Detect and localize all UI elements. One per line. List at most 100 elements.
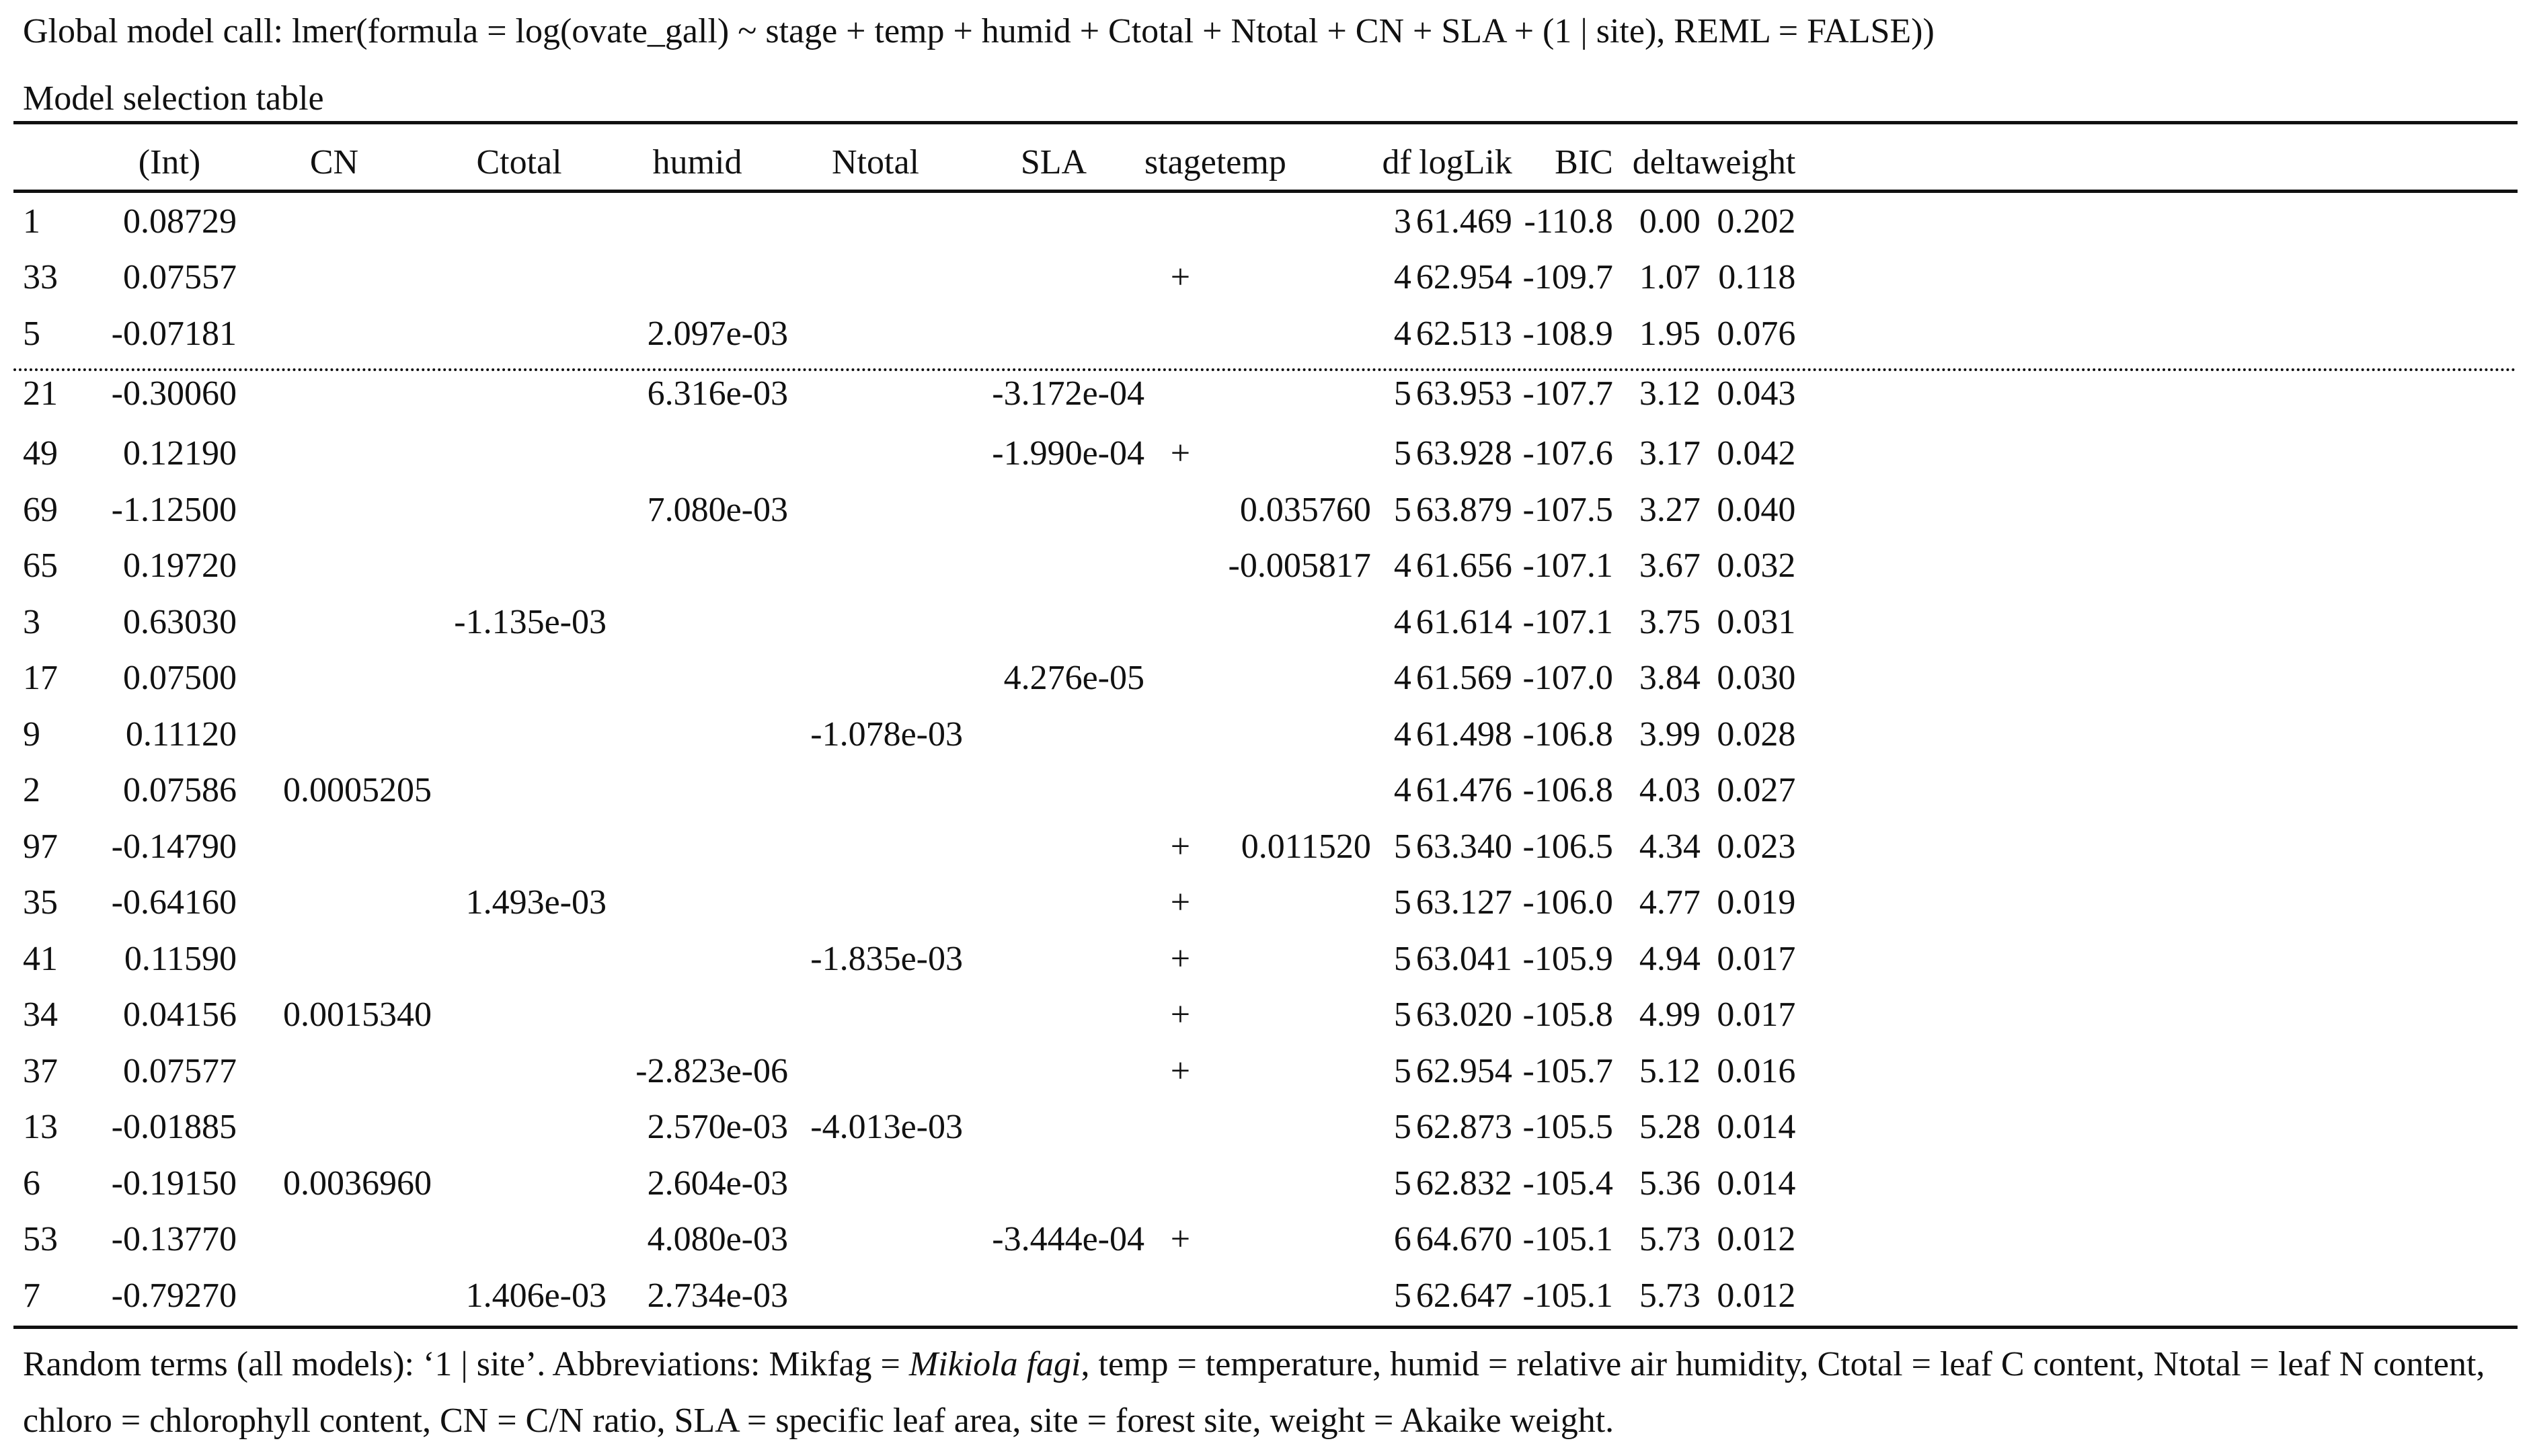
cell-weight: 0.076 xyxy=(1717,314,1796,353)
cell-bic: -106.8 xyxy=(1522,771,1613,810)
cell-stage xyxy=(1144,1156,1216,1212)
cell-bic: -105.4 xyxy=(1522,1164,1613,1203)
cell-delta: 4.99 xyxy=(1639,996,1701,1035)
cell-stage xyxy=(1144,763,1216,819)
cell-bic: -105.9 xyxy=(1522,939,1613,978)
header-ntotal: Ntotal xyxy=(832,143,919,181)
cell-delta: 3.84 xyxy=(1639,659,1701,698)
cell-sla xyxy=(963,1043,1144,1100)
cell-sla xyxy=(963,706,1144,763)
table-header-row: (Int) CN Ctotal humid Ntotal SLA stage t… xyxy=(13,132,1796,194)
cell-stage: + xyxy=(1170,883,1191,922)
cell-humid xyxy=(607,538,788,595)
cell-cn xyxy=(237,819,432,875)
table-row: 17 0.07500 4.276e-05 4 61.569 -107.0 3.84 0.030 xyxy=(13,651,1795,707)
cell-int: 0.19720 xyxy=(123,547,237,585)
cell-ctotal xyxy=(432,1100,607,1156)
cell-id: 65 xyxy=(23,547,58,585)
cell-int: 0.63030 xyxy=(123,602,237,641)
cell-sla xyxy=(963,306,1144,362)
cell-sla xyxy=(963,819,1144,875)
cell-humid: 2.734e-03 xyxy=(647,1276,788,1315)
cell-weight: 0.019 xyxy=(1717,883,1796,922)
cell-bic: -107.7 xyxy=(1522,374,1613,413)
cell-humid: 2.097e-03 xyxy=(647,314,788,353)
cell-df: 5 xyxy=(1393,374,1411,413)
cell-sla xyxy=(963,194,1144,250)
header-cn: CN xyxy=(309,143,359,181)
cell-bic: -105.1 xyxy=(1522,1276,1613,1315)
cell-ntotal xyxy=(788,594,963,651)
cell-int: -0.01885 xyxy=(111,1108,237,1147)
cell-df: 4 xyxy=(1393,258,1411,297)
cell-loglik: 62.832 xyxy=(1415,1164,1512,1203)
cell-ntotal xyxy=(788,250,963,307)
cell-temp xyxy=(1216,362,1371,426)
cell-bic: -106.5 xyxy=(1522,827,1613,866)
cell-ntotal xyxy=(788,1268,963,1324)
cell-ntotal xyxy=(788,875,963,932)
cell-cn xyxy=(237,1212,432,1268)
cell-weight: 0.031 xyxy=(1717,602,1796,641)
cell-stage: + xyxy=(1170,434,1191,473)
table-row: 3 0.63030 -1.135e-03 4 61.614 -107.1 3.75 0.031 xyxy=(13,594,1795,651)
cell-temp xyxy=(1216,1212,1371,1268)
cell-sla: -1.990e-04 xyxy=(992,434,1144,473)
cell-humid: 2.604e-03 xyxy=(647,1164,788,1203)
cell-int: 0.12190 xyxy=(123,434,237,473)
cell-delta: 5.73 xyxy=(1639,1276,1701,1315)
cell-cn xyxy=(237,194,432,250)
cell-ntotal xyxy=(788,987,963,1044)
cell-int: 0.11590 xyxy=(124,939,237,978)
cell-df: 4 xyxy=(1393,771,1411,810)
cell-humid: 2.570e-03 xyxy=(647,1108,788,1147)
cell-cn xyxy=(237,1268,432,1324)
cell-cn xyxy=(237,594,432,651)
cell-int: 0.07500 xyxy=(123,659,237,698)
cell-humid xyxy=(607,651,788,707)
cell-id: 9 xyxy=(23,715,40,754)
cell-cn: 0.0015340 xyxy=(283,996,432,1035)
table-row: 13 -0.01885 2.570e-03 -4.013e-03 5 62.873 -105… xyxy=(13,1100,1795,1156)
header-int: (Int) xyxy=(138,143,201,181)
cell-bic: -109.7 xyxy=(1522,258,1613,297)
cell-delta: 3.99 xyxy=(1639,715,1701,754)
cell-int: -0.64160 xyxy=(111,883,237,922)
cell-humid xyxy=(607,706,788,763)
cell-loglik: 62.647 xyxy=(1415,1276,1512,1315)
cell-loglik: 63.020 xyxy=(1415,996,1512,1035)
cell-loglik: 61.614 xyxy=(1415,602,1512,641)
cell-delta: 4.34 xyxy=(1639,827,1701,866)
cell-cn xyxy=(237,875,432,932)
cell-bic: -105.7 xyxy=(1522,1051,1613,1090)
cell-ntotal xyxy=(788,194,963,250)
cell-id: 97 xyxy=(23,827,58,866)
header-stage: stage xyxy=(1144,143,1216,181)
cell-stage xyxy=(1144,482,1216,538)
cell-stage xyxy=(1144,362,1216,426)
cell-delta: 5.73 xyxy=(1639,1220,1701,1259)
cell-ctotal xyxy=(432,651,607,707)
header-bic: BIC xyxy=(1555,143,1613,181)
cell-temp: 0.011520 xyxy=(1241,827,1371,866)
cell-delta: 5.12 xyxy=(1639,1051,1701,1090)
cell-sla xyxy=(963,875,1144,932)
cell-humid xyxy=(607,763,788,819)
global-model-call: Global model call: lmer(formula = log(ov… xyxy=(23,12,1935,50)
cell-id: 37 xyxy=(23,1051,58,1090)
cell-bic: -108.9 xyxy=(1522,314,1613,353)
cell-humid xyxy=(607,987,788,1044)
cell-loglik: 61.469 xyxy=(1415,202,1512,241)
cell-ctotal xyxy=(432,1212,607,1268)
cell-stage: + xyxy=(1170,1220,1191,1259)
cell-sla xyxy=(963,1268,1144,1324)
cell-temp xyxy=(1216,306,1371,362)
cell-bic: -107.1 xyxy=(1522,602,1613,641)
cell-bic: -106.8 xyxy=(1522,715,1613,754)
cell-weight: 0.014 xyxy=(1717,1108,1796,1147)
cell-stage xyxy=(1144,651,1216,707)
cell-int: -0.07181 xyxy=(111,314,237,353)
cell-ctotal xyxy=(432,362,607,426)
cell-id: 41 xyxy=(23,939,58,978)
cell-loglik: 63.127 xyxy=(1415,883,1512,922)
